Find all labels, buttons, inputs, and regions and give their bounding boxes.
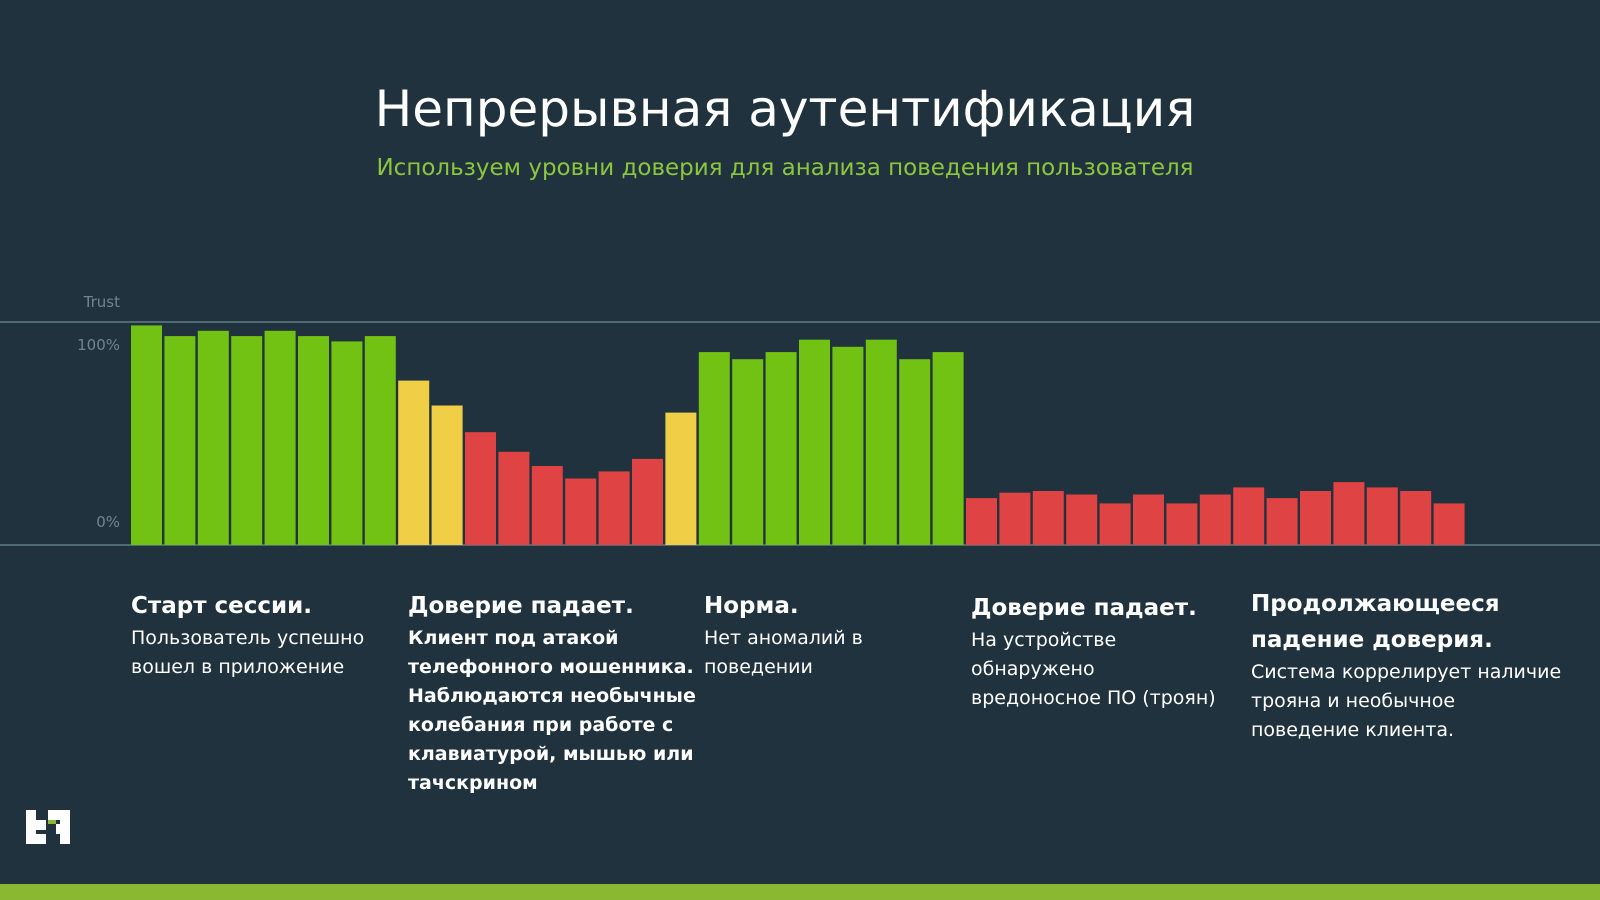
trust-bar-8 (364, 336, 396, 545)
y-axis-label: Trust (83, 293, 120, 311)
trust-bar-11 (465, 432, 496, 545)
trust-bar-30 (1099, 503, 1131, 545)
trust-bar-37 (1333, 482, 1365, 545)
phase-title: Норма. (704, 593, 799, 619)
slide-subtitle: Используем уровни доверия для анализа по… (376, 155, 1194, 181)
phase-continued-drop: Продолжающееся падение доверия. Система … (1251, 586, 1596, 745)
phase-trust-drop-malware: Доверие падает. На устройстве обнаружено… (971, 590, 1241, 713)
trust-bar-18 (698, 352, 730, 545)
trust-bar-14 (565, 478, 597, 545)
trust-bar-13 (531, 466, 563, 545)
phase-line: обнаружено (971, 658, 1095, 680)
phase-title: Продолжающееся (1251, 591, 1500, 617)
phase-title: Доверие падает. (408, 593, 634, 619)
company-logo-icon (26, 810, 70, 844)
phase-line: колебания при работе с (408, 714, 674, 736)
phase-line: телефонного мошенника. (408, 656, 694, 678)
trust-bar-9 (398, 380, 430, 545)
slide-title: Непрерывная аутентификация (374, 80, 1196, 138)
trust-bar-33 (1199, 494, 1231, 545)
trust-bar-19 (732, 359, 764, 545)
phase-line: На устройстве (971, 629, 1117, 651)
trust-bar-40 (1433, 503, 1465, 545)
trust-bar-3 (197, 330, 229, 545)
trust-bar-25 (932, 352, 964, 545)
phase-line: трояна и необычное (1251, 690, 1456, 712)
trust-bar-26 (966, 498, 997, 545)
trust-bar-29 (1066, 494, 1098, 545)
trust-bar-20 (765, 352, 797, 545)
trust-bar-27 (999, 492, 1031, 545)
trust-bar-10 (431, 405, 463, 545)
y-tick-100: 100% (77, 336, 120, 354)
phase-line: Система коррелирует наличие (1251, 661, 1562, 683)
phase-line: Пользователь успешно (131, 627, 365, 649)
y-tick-0: 0% (96, 513, 120, 531)
trust-bar-24 (899, 359, 931, 545)
trust-bar-6 (298, 336, 329, 545)
phase-line: поведении (704, 656, 813, 678)
phase-line: поведение клиента. (1251, 719, 1455, 741)
trust-bar-28 (1032, 491, 1064, 545)
trust-chart: Trust 100% 0% (0, 293, 1600, 546)
phase-title-line-2: падение доверия. (1251, 627, 1493, 653)
phase-line: Клиент под атакой (408, 627, 619, 649)
trust-bar-15 (598, 471, 630, 545)
phase-trust-drop-fraud: Доверие падает. Клиент под атакой телефо… (408, 588, 698, 798)
trust-bar-2 (164, 336, 196, 545)
trust-bar-17 (665, 412, 697, 545)
phase-line: вошел в приложение (131, 656, 345, 678)
trust-bar-12 (498, 451, 530, 545)
trust-bar-38 (1366, 487, 1398, 545)
trust-bar-36 (1300, 491, 1331, 545)
trust-bar-5 (264, 330, 296, 545)
trust-bar-31 (1133, 494, 1164, 545)
phase-normal: Норма. Нет аномалий в поведении (704, 588, 944, 682)
trust-bar-34 (1233, 487, 1265, 545)
phase-line: Наблюдаются необычные (408, 685, 696, 707)
trust-bar-35 (1266, 498, 1298, 545)
trust-bar-39 (1400, 491, 1432, 545)
phase-session-start: Старт сессии. Пользователь успешно вошел… (131, 588, 391, 682)
bottom-accent-bar (0, 884, 1600, 900)
phase-line: вредоносное ПО (троян) (971, 687, 1216, 709)
phase-title: Доверие падает. (971, 595, 1197, 621)
phase-title: Старт сессии. (131, 593, 313, 619)
trust-bar-4 (231, 336, 263, 545)
phase-line: Нет аномалий в (704, 627, 863, 649)
trust-bar-32 (1166, 503, 1198, 545)
bars-group (131, 325, 1465, 545)
phase-line: клавиатурой, мышью или (408, 743, 694, 765)
phase-line: тачскрином (408, 772, 538, 794)
trust-bar-1 (131, 325, 162, 545)
trust-bar-7 (331, 341, 363, 545)
trust-bar-16 (632, 458, 663, 545)
trust-bar-22 (832, 346, 864, 545)
trust-bar-21 (799, 339, 830, 545)
trust-bar-23 (865, 339, 897, 545)
